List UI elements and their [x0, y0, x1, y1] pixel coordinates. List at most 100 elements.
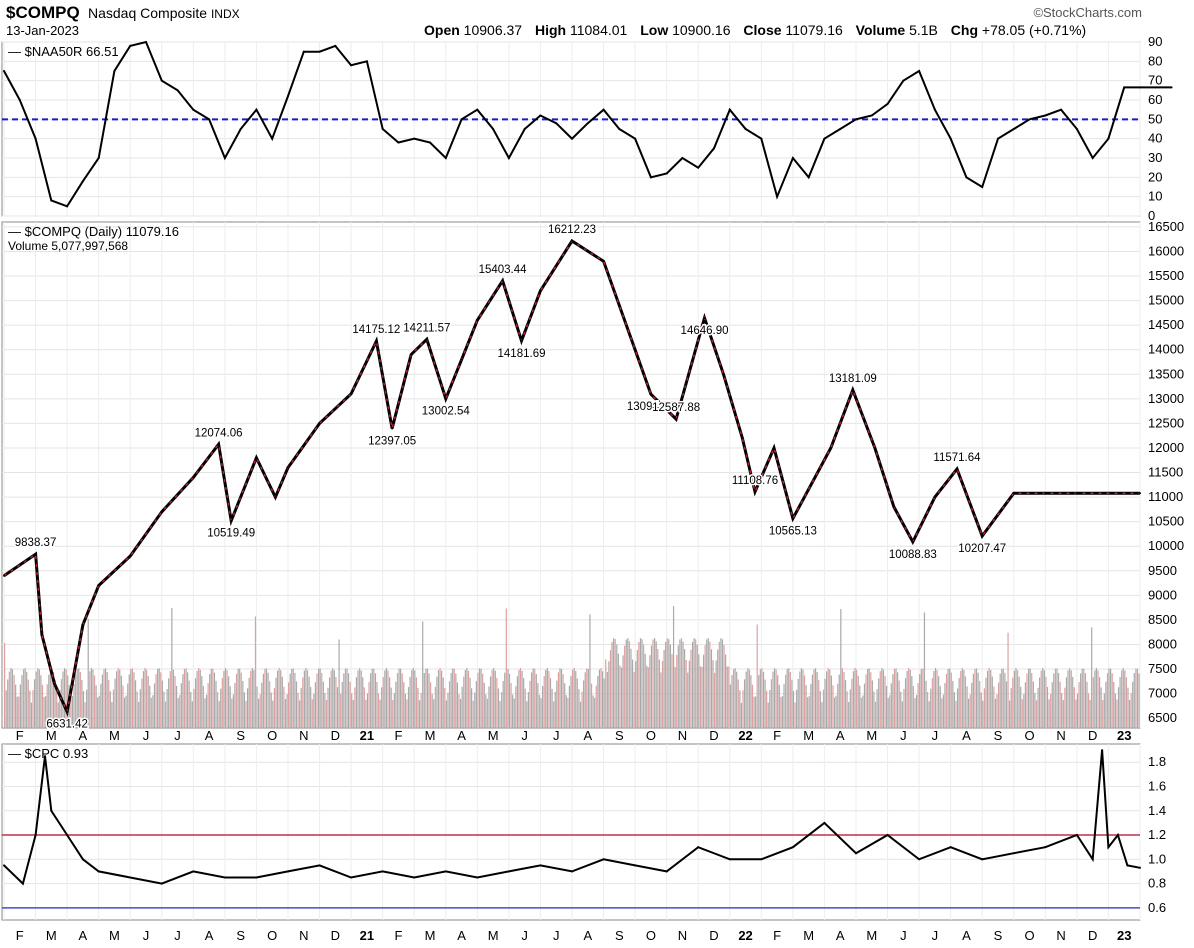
- price-panel-data-point: [539, 289, 542, 292]
- volume-bar: [950, 672, 952, 728]
- volume-bar: [289, 673, 291, 728]
- volume-bar: [103, 669, 105, 728]
- volume-bar: [322, 681, 324, 728]
- volume-bar: [802, 669, 804, 728]
- symbol-label: $COMPQ: [6, 3, 80, 22]
- breadth-panel-ytick-label: 20: [1148, 169, 1162, 184]
- volume-bar: [849, 689, 851, 728]
- volume-bar: [388, 677, 391, 728]
- volume-bar: [330, 670, 332, 728]
- breadth-panel-data-point: [949, 137, 952, 140]
- breadth-panel-data-point: [571, 137, 573, 140]
- volume-bar: [1065, 677, 1068, 728]
- volume-bar: [311, 699, 313, 728]
- price-panel-xtick-label: N: [1056, 728, 1065, 743]
- volume-bar: [814, 668, 817, 728]
- volume-bar: [1048, 699, 1050, 728]
- volume-bar: [56, 690, 58, 728]
- volume-bar: [87, 618, 89, 728]
- volume-bar: [510, 682, 512, 728]
- price-panel-ytick-label: 12500: [1148, 415, 1184, 430]
- volume-bar: [780, 696, 782, 728]
- volume-bar: [843, 672, 845, 728]
- volume-bar: [210, 668, 212, 728]
- volume-bar: [778, 684, 780, 728]
- volume-bar: [352, 699, 354, 728]
- breadth-panel-data-point: [287, 95, 289, 98]
- breadth-panel-data-point: [255, 108, 258, 111]
- cpc-panel-xtick-label: A: [836, 928, 845, 943]
- volume-bar: [930, 688, 932, 728]
- volume-bar: [1113, 682, 1115, 728]
- close-value: 11079.16: [785, 22, 843, 38]
- low-label: Low: [640, 22, 669, 38]
- breadth-panel-data-point: [413, 137, 416, 140]
- volume-bar: [592, 695, 594, 728]
- breadth-panel-data-point: [365, 60, 368, 63]
- volume-bar: [420, 692, 422, 728]
- volume-bar: [794, 702, 796, 728]
- volume-bar: [707, 638, 709, 728]
- volume-bar: [499, 700, 501, 728]
- volume-bar: [944, 682, 946, 728]
- volume-bar: [258, 698, 260, 728]
- price-annotation: 13094.65: [627, 401, 675, 413]
- cpc-panel-xtick-label: M: [109, 928, 120, 943]
- volume-bar: [1015, 668, 1017, 728]
- volume-bar: [969, 694, 971, 728]
- volume-bar: [276, 670, 279, 728]
- volume-bar: [10, 668, 12, 728]
- volume-bar: [15, 684, 17, 728]
- volume-bar: [1018, 676, 1020, 728]
- cpc-panel-data-point: [1107, 846, 1110, 849]
- volume-bar: [688, 660, 690, 728]
- volume-bar: [84, 702, 86, 728]
- volume-bar: [237, 668, 239, 728]
- cpc-panel-xtick-label: N: [678, 928, 687, 943]
- cpc-panel-data-point: [855, 852, 857, 855]
- cpc-panel-xtick-label: 22: [738, 928, 752, 943]
- price-panel-data-point: [3, 574, 5, 577]
- volume-bar: [292, 668, 294, 728]
- volume-bar: [696, 644, 698, 728]
- volume-bar: [392, 699, 394, 728]
- volume-bar: [584, 672, 586, 728]
- volume-bar: [90, 668, 92, 728]
- volume-bar: [878, 678, 880, 728]
- volume-bar: [570, 675, 572, 728]
- volume-bar: [756, 624, 758, 728]
- volume-bar: [414, 670, 416, 728]
- volume-bar: [504, 672, 506, 728]
- volume-bar: [826, 671, 828, 728]
- volume-bar: [608, 661, 610, 728]
- volume-bar: [101, 674, 104, 728]
- volume-bar: [933, 670, 935, 728]
- volume-bar: [635, 661, 637, 728]
- breadth-panel-ytick-label: 10: [1148, 189, 1162, 204]
- price-panel-xtick-label: F: [394, 728, 402, 743]
- breadth-panel-data-point: [81, 180, 84, 183]
- volume-bar: [949, 668, 951, 728]
- volume-bar: [557, 672, 559, 728]
- volume-bar: [54, 679, 56, 728]
- volume-bar: [1059, 681, 1061, 728]
- breadth-panel-data-point: [839, 128, 842, 130]
- volume-bar: [171, 608, 173, 728]
- cpc-panel-xtick-label: O: [267, 928, 277, 943]
- volume-bar: [975, 668, 978, 728]
- volume-bar: [691, 641, 694, 728]
- breadth-panel-data-point: [350, 64, 353, 67]
- volume-bar: [666, 638, 668, 728]
- volume-bar: [549, 678, 552, 728]
- volume-bar: [407, 687, 410, 728]
- volume-bar: [1122, 668, 1124, 728]
- price-panel-xtick-label: 21: [360, 728, 374, 743]
- price-panel-ytick-label: 8500: [1148, 612, 1177, 627]
- volume-bar: [1136, 668, 1139, 728]
- volume-bar: [215, 680, 217, 728]
- volume-bar: [534, 668, 536, 728]
- cpc-panel-xtick-label: O: [646, 928, 656, 943]
- cpc-panel-xtick-label: A: [962, 928, 971, 943]
- volume-bar: [791, 679, 793, 728]
- volume-bar: [911, 676, 913, 728]
